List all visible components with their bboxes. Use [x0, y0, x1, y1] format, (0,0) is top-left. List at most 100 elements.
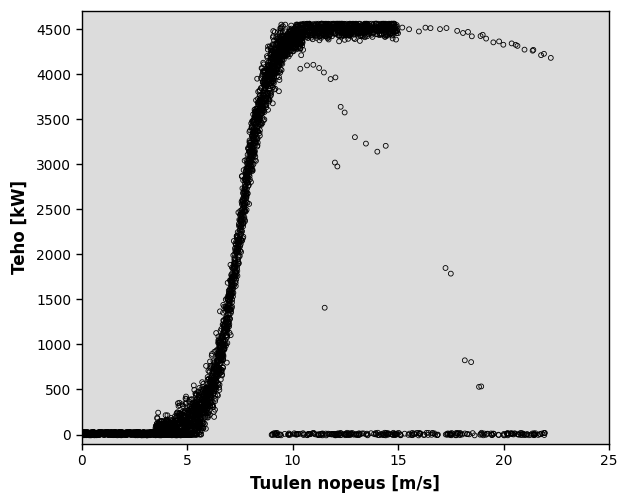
- Point: [183, 409, 193, 417]
- Point: [361, 26, 371, 34]
- Point: [257, 119, 267, 128]
- Point: [254, 101, 264, 109]
- Point: [250, 107, 260, 115]
- Point: [178, 430, 188, 438]
- Point: [181, 399, 191, 407]
- Point: [286, 30, 296, 38]
- Point: [157, 420, 167, 428]
- Point: [195, 416, 205, 424]
- Point: [121, 428, 131, 436]
- Point: [233, 248, 243, 256]
- Point: [291, 32, 301, 40]
- Point: [272, 431, 282, 439]
- Point: [339, 20, 349, 28]
- Point: [151, 428, 161, 436]
- Point: [81, 431, 91, 439]
- Point: [165, 430, 175, 438]
- Point: [278, 39, 288, 47]
- Point: [272, 57, 282, 66]
- Point: [373, 431, 383, 439]
- Point: [245, 148, 255, 156]
- Point: [326, 430, 337, 438]
- Point: [166, 428, 176, 436]
- Point: [117, 429, 127, 437]
- Point: [192, 426, 202, 434]
- Point: [214, 357, 224, 365]
- Point: [220, 315, 230, 323]
- Point: [271, 69, 281, 77]
- Point: [253, 139, 263, 147]
- Point: [354, 29, 364, 37]
- Point: [221, 325, 231, 333]
- Point: [257, 101, 267, 109]
- Point: [209, 376, 219, 385]
- Point: [240, 183, 250, 191]
- Point: [230, 272, 240, 280]
- Point: [292, 33, 303, 41]
- Point: [189, 415, 199, 423]
- Point: [307, 27, 317, 35]
- Point: [211, 329, 221, 337]
- Point: [196, 404, 206, 412]
- Point: [203, 375, 213, 384]
- Point: [179, 430, 189, 438]
- Point: [166, 416, 176, 424]
- Point: [260, 80, 270, 88]
- Point: [264, 96, 274, 104]
- Point: [339, 29, 349, 37]
- Point: [152, 430, 162, 438]
- Point: [292, 29, 302, 37]
- Point: [408, 431, 418, 439]
- Point: [282, 42, 292, 50]
- Point: [202, 385, 212, 393]
- Point: [206, 384, 216, 392]
- Point: [277, 32, 287, 40]
- Point: [316, 430, 326, 438]
- Point: [252, 75, 262, 83]
- Point: [186, 427, 196, 435]
- Point: [387, 26, 398, 34]
- Point: [142, 430, 152, 438]
- Point: [187, 399, 198, 407]
- Point: [78, 430, 88, 438]
- Point: [263, 106, 273, 114]
- Point: [225, 299, 235, 307]
- Point: [477, 430, 487, 438]
- Point: [207, 362, 217, 370]
- Point: [227, 272, 237, 280]
- Point: [245, 139, 255, 147]
- Point: [265, 73, 275, 81]
- Point: [238, 204, 248, 212]
- Point: [208, 403, 218, 411]
- Point: [389, 24, 399, 32]
- Point: [233, 248, 243, 256]
- Point: [387, 430, 398, 438]
- Point: [121, 430, 131, 438]
- Point: [160, 426, 170, 434]
- Point: [263, 92, 273, 100]
- Point: [242, 172, 252, 180]
- Point: [362, 23, 372, 31]
- Point: [201, 389, 211, 397]
- Point: [292, 430, 303, 438]
- Point: [244, 162, 254, 170]
- Point: [264, 62, 274, 71]
- Point: [272, 67, 282, 75]
- Point: [420, 24, 430, 32]
- Point: [97, 429, 107, 437]
- Point: [209, 363, 219, 371]
- Point: [171, 429, 181, 437]
- Point: [159, 430, 169, 438]
- Point: [353, 431, 364, 439]
- Point: [162, 430, 172, 438]
- Point: [392, 23, 402, 31]
- Point: [238, 220, 248, 228]
- Point: [288, 37, 298, 45]
- Point: [94, 429, 104, 437]
- Point: [352, 20, 362, 28]
- Point: [227, 274, 237, 282]
- Point: [78, 428, 88, 436]
- Point: [386, 20, 396, 28]
- Point: [194, 388, 204, 396]
- Point: [313, 431, 323, 439]
